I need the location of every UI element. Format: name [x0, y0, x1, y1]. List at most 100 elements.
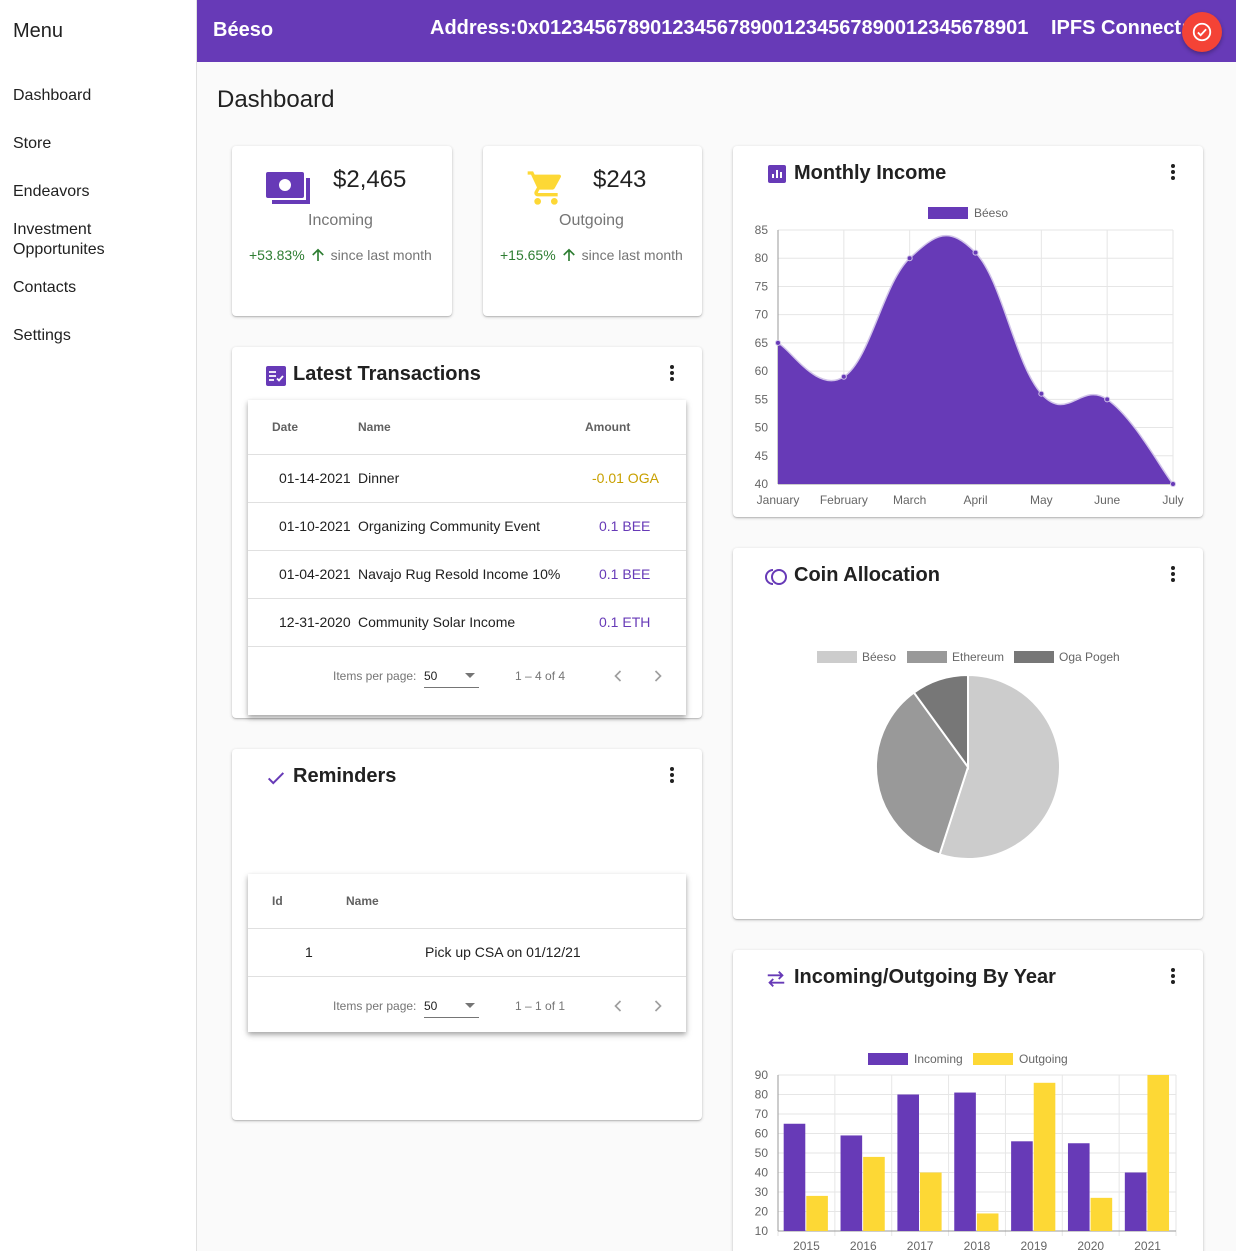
y-tick-label: 60 — [755, 364, 769, 378]
column-header-name[interactable]: Name — [358, 420, 391, 434]
y-tick-label: 30 — [755, 1185, 769, 1199]
sidebar-item-settings[interactable]: Settings — [13, 327, 71, 344]
legend-swatch — [973, 1053, 1013, 1065]
table-row[interactable]: 12-31-2020 Community Solar Income 0.1 ETH — [248, 598, 686, 646]
column-header-id[interactable]: Id — [272, 894, 283, 908]
data-point — [1104, 396, 1111, 403]
sidebar-item-store[interactable]: Store — [13, 135, 52, 152]
y-tick-label: 40 — [755, 477, 769, 491]
sidebar-item-dashboard[interactable]: Dashboard — [13, 87, 92, 104]
more-vert-icon — [1171, 968, 1175, 984]
pie-slice — [912, 673, 969, 771]
legend-swatch — [817, 651, 857, 663]
coin-allocation-more-button[interactable] — [1161, 562, 1185, 586]
x-tick-label: February — [820, 493, 868, 507]
y-tick-label: 85 — [755, 223, 769, 237]
chevron-right-icon — [654, 670, 662, 682]
sidebar-item-contacts[interactable]: Contacts — [13, 279, 77, 296]
outgoing-change: +15.65% since last month — [500, 246, 683, 264]
legend-swatch-beeso — [928, 207, 968, 219]
area-fill — [778, 235, 1173, 484]
column-header-amount[interactable]: Amount — [585, 420, 631, 434]
column-header-name[interactable]: Name — [346, 894, 379, 908]
ipfs-connect-button[interactable] — [1182, 12, 1222, 52]
y-tick-label: 55 — [755, 392, 769, 406]
y-tick-label: 70 — [755, 1107, 769, 1121]
bar-outgoing — [976, 1213, 999, 1231]
reminder-id: 1 — [305, 944, 313, 960]
y-tick-label: 40 — [755, 1166, 769, 1180]
transaction-amount: -0.01 OGA — [592, 470, 659, 486]
wallet-address: Address:0x012345678901234567890012345678… — [430, 17, 1029, 39]
x-tick-label: May — [1030, 493, 1053, 507]
x-tick-label: June — [1094, 493, 1120, 507]
page-size-value: 50 — [424, 999, 438, 1013]
reminders-more-button[interactable] — [660, 763, 684, 787]
by-year-title: Incoming/Outgoing By Year — [794, 966, 1056, 988]
y-tick-label: 10 — [755, 1224, 769, 1238]
bar-chart-icon — [768, 165, 786, 183]
table-row[interactable]: 01-14-2021 Dinner -0.01 OGA — [248, 454, 686, 502]
y-tick-label: 80 — [755, 1088, 769, 1102]
data-point — [840, 373, 847, 380]
coin-allocation-card: Coin Allocation Béeso Ethereum Oga Pogeh — [733, 548, 1203, 919]
y-tick-label: 50 — [755, 421, 769, 435]
x-tick-label: 2016 — [850, 1239, 877, 1251]
y-tick-label: 80 — [755, 251, 769, 265]
items-per-page-select[interactable]: 50 — [424, 669, 479, 688]
table-row[interactable]: 1 Pick up CSA on 01/12/21 — [248, 928, 686, 976]
chevron-left-icon — [614, 670, 622, 682]
pie-slice — [938, 673, 1061, 860]
legend-label: Béeso — [974, 206, 1008, 220]
incoming-label: Incoming — [308, 212, 373, 229]
monthly-income-more-button[interactable] — [1161, 160, 1185, 184]
data-point — [1038, 390, 1045, 397]
y-tick-label: 90 — [755, 1068, 769, 1082]
page-title: Dashboard — [217, 86, 335, 113]
transactions-table: Date Name Amount 01-14-2021 Dinner -0.01 O… — [248, 400, 686, 715]
transactions-more-button[interactable] — [660, 361, 684, 385]
sidebar-item-endeavors[interactable]: Endeavors — [13, 183, 90, 200]
by-year-more-button[interactable] — [1161, 964, 1185, 988]
legend-label: Béeso — [862, 650, 896, 664]
ipfs-connect-label: IPFS Connect: — [1051, 17, 1188, 39]
reminders-table: Id Name 1 Pick up CSA on 01/12/21 Items … — [248, 874, 686, 1032]
column-header-date[interactable]: Date — [272, 420, 299, 434]
table-row[interactable]: 01-10-2021 Organizing Community Event 0.1 … — [248, 502, 686, 550]
previous-page-button[interactable] — [606, 994, 630, 1018]
monthly-income-card: Monthly Income Béeso 40 45 50 55 60 65 70 75 80 85… — [733, 146, 1203, 517]
incoming-card: $2,465 Incoming +53.83% since last month — [232, 146, 452, 316]
items-per-page-label: Items per page: — [333, 669, 417, 683]
items-per-page-select[interactable]: 50 — [424, 999, 479, 1018]
transaction-name: Navajo Rug Resold Income 10% — [358, 566, 561, 582]
outgoing-since: since last month — [581, 247, 683, 263]
y-tick-label: 75 — [755, 279, 769, 293]
coin-allocation-chart: Béeso Ethereum Oga Pogeh — [817, 650, 1120, 860]
transactions-title: Latest Transactions — [293, 363, 481, 385]
chevron-down-icon — [465, 673, 475, 678]
incoming-value: $2,465 — [333, 166, 407, 193]
more-vert-icon — [670, 365, 674, 381]
data-point — [906, 255, 913, 262]
y-tick-label: 70 — [755, 308, 769, 322]
outgoing-change-pct: +15.65% — [500, 247, 556, 263]
sidebar-item-investment-opportunities[interactable]: Investment Opportunites — [13, 221, 105, 258]
bar-incoming — [1067, 1143, 1090, 1231]
more-vert-icon — [1171, 164, 1175, 180]
transaction-date: 12-31-2020 — [279, 614, 351, 630]
data-point — [775, 339, 781, 346]
bar-outgoing — [920, 1172, 942, 1231]
legend-label: Oga Pogeh — [1059, 650, 1120, 664]
next-page-button[interactable] — [646, 664, 670, 688]
table-row[interactable]: 01-04-2021 Navajo Rug Resold Income 10% 0.… — [248, 550, 686, 598]
transaction-name: Organizing Community Event — [358, 518, 541, 534]
next-page-button[interactable] — [646, 994, 670, 1018]
y-tick-label: 20 — [755, 1205, 769, 1219]
x-tick-label: 2020 — [1077, 1239, 1104, 1251]
previous-page-button[interactable] — [606, 664, 630, 688]
x-tick-label: 2019 — [1021, 1239, 1048, 1251]
bar-incoming — [783, 1123, 806, 1231]
cart-icon — [527, 171, 562, 205]
outgoing-card: $243 Outgoing +15.65% since last month — [483, 146, 702, 316]
x-tick-label: March — [893, 493, 926, 507]
